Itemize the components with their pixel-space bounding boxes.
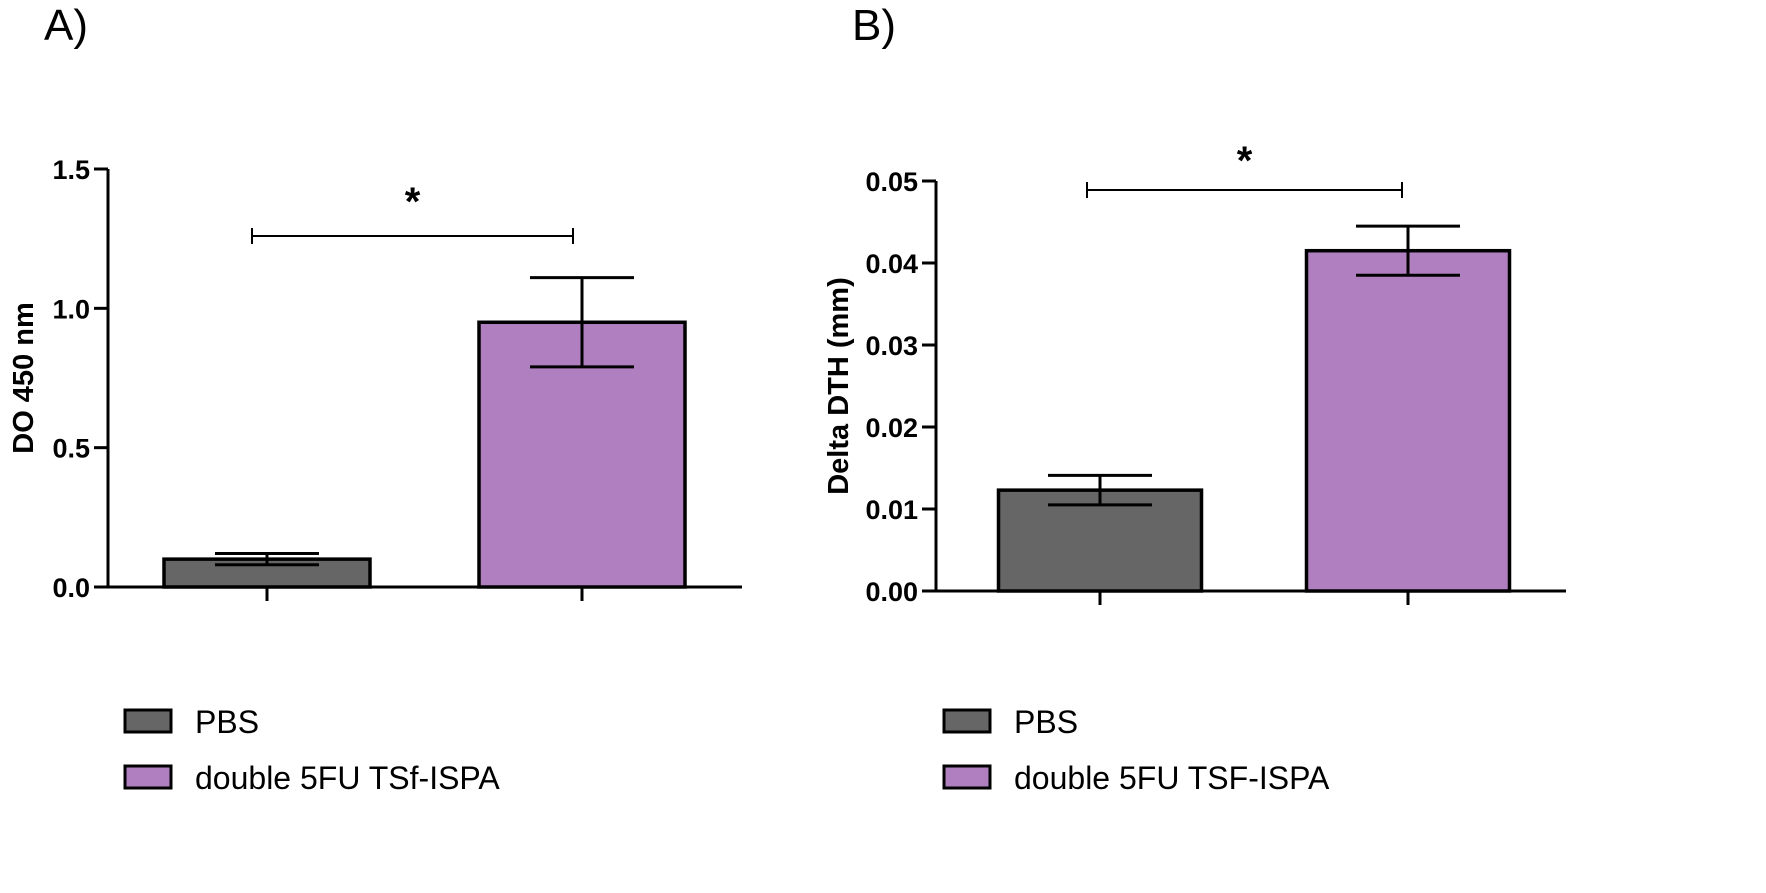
y-tick-label-a: 0.0 [52, 573, 90, 603]
plot-area-b: 0.00 0.01 0.02 0.03 0.04 0.05 Delta DTH (mm) * P… [823, 139, 1566, 796]
legend-swatch-b [942, 764, 992, 790]
y-tick-label-b: 0.04 [865, 249, 918, 279]
significance-star-b: * [1237, 139, 1253, 183]
plot-area-a: 0.0 0.5 1.0 1.5 DO 450 nm * PBS double 5FU TSf-… [8, 155, 742, 796]
chart-panel-a: A) 0.0 0.5 1.0 1.5 DO 450 nm * PBS double 5FU T… [8, 1, 742, 796]
significance-star-a: * [405, 180, 421, 224]
legend-swatch-a [123, 708, 173, 734]
y-tick-label-a: 1.0 [52, 294, 90, 324]
bar-b-pbs [996, 488, 1204, 593]
y-tick-label-b: 0.05 [865, 167, 918, 197]
bar-b-treated [1304, 248, 1512, 593]
chart-panel-b: B) 0.00 0.01 0.02 0.03 0.04 0.05 Delta DTH (mm… [823, 1, 1566, 796]
y-tick-label-b: 0.03 [865, 331, 918, 361]
y-tick-label-a: 1.5 [52, 155, 90, 185]
y-tick-label-b: 0.00 [865, 577, 918, 607]
y-tick-label-b: 0.02 [865, 413, 918, 443]
panel-label-b: B) [852, 1, 896, 50]
legend-label-b: PBS [1014, 704, 1078, 740]
y-axis-title-a: DO 450 nm [8, 302, 40, 454]
legend-label-a: double 5FU TSf-ISPA [195, 760, 500, 796]
y-tick-label-b: 0.01 [865, 495, 918, 525]
legend-swatch-a [123, 764, 173, 790]
panel-label-a: A) [44, 1, 88, 50]
legend-label-b: double 5FU TSF-ISPA [1014, 760, 1330, 796]
y-tick-label-a: 0.5 [52, 434, 90, 464]
legend-swatch-b [942, 708, 992, 734]
legend-label-a: PBS [195, 704, 259, 740]
y-axis-title-b: Delta DTH (mm) [823, 277, 855, 495]
